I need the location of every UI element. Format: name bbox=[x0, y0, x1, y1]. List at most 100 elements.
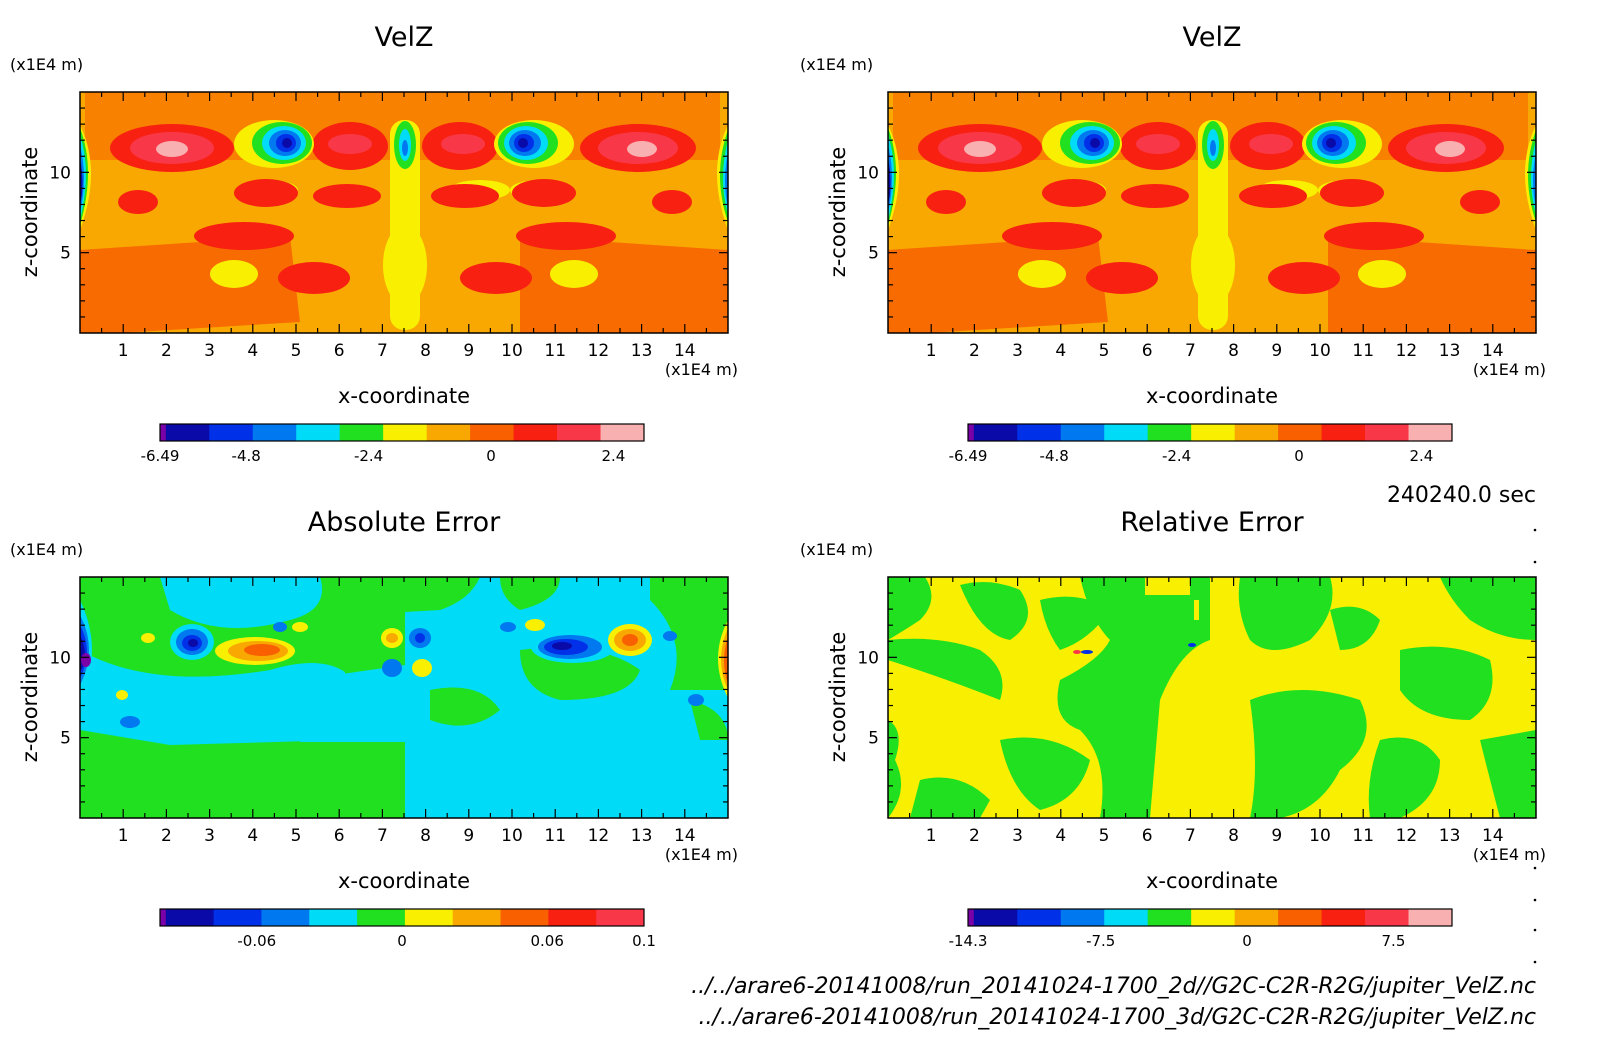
colorbar-tick-label: 0.1 bbox=[632, 932, 656, 950]
x-tick-label: 10 bbox=[1309, 826, 1331, 846]
x-tick-label: 2 bbox=[161, 341, 172, 361]
colorbar-tick-label: -7.5 bbox=[1086, 932, 1115, 950]
x-tick-label: 5 bbox=[291, 826, 302, 846]
x-tick-label: 4 bbox=[247, 341, 258, 361]
z-axis-label: z-coordinate bbox=[18, 147, 42, 278]
x-tick-label: 5 bbox=[291, 341, 302, 361]
colorbar-swatch bbox=[1147, 424, 1192, 441]
z-tick-label: 5 bbox=[60, 244, 71, 264]
x-tick-label: 6 bbox=[334, 826, 345, 846]
colorbar-swatch bbox=[600, 424, 645, 441]
x-tick-label: 10 bbox=[501, 341, 523, 361]
z-unit-label: (x1E4 m) bbox=[800, 55, 873, 74]
x-tick-label: 10 bbox=[1309, 341, 1331, 361]
colorbar-swatch bbox=[1060, 909, 1105, 926]
x-tick-label: 3 bbox=[204, 826, 215, 846]
colorbar-swatch bbox=[973, 424, 1018, 441]
colorbar-swatch bbox=[165, 424, 210, 441]
colorbar-swatch bbox=[1234, 909, 1279, 926]
z-tick-label: 10 bbox=[857, 163, 879, 183]
colorbar-frame bbox=[967, 908, 1453, 927]
x-tick-label: 12 bbox=[1396, 341, 1418, 361]
colorbar-tick-label: 2.4 bbox=[1409, 447, 1433, 465]
colorbar-swatch bbox=[513, 424, 558, 441]
colorbar-tick-label: 0 bbox=[1294, 447, 1304, 465]
colorbar-tick-label: -6.49 bbox=[949, 447, 988, 465]
x-axis-label: x-coordinate bbox=[338, 869, 470, 893]
colorbar-swatch bbox=[968, 424, 975, 441]
colorbar: -6.49 -4.8 -2.4 0 2.4 bbox=[949, 423, 1453, 465]
colorbar-tick-label: -2.4 bbox=[1162, 447, 1191, 465]
colorbar-swatch bbox=[426, 424, 471, 441]
x-tick-label: 2 bbox=[969, 341, 980, 361]
x-tick-label: 11 bbox=[1352, 826, 1374, 846]
colorbar-tick-label: -4.8 bbox=[1040, 447, 1069, 465]
panel-velz-3d: VelZ (x1E4 m) bbox=[800, 22, 1546, 465]
colorbar-swatch bbox=[339, 424, 384, 441]
z-tick-label: 5 bbox=[868, 244, 879, 264]
colorbar-swatch bbox=[548, 909, 597, 926]
x-tick-label: 13 bbox=[1439, 826, 1461, 846]
colorbar-swatch bbox=[261, 909, 310, 926]
x-tick-label: 7 bbox=[1185, 341, 1196, 361]
colorbar-swatch bbox=[309, 909, 358, 926]
colorbar-tick-label: 0 bbox=[1242, 932, 1252, 950]
colorbar-swatch bbox=[1408, 424, 1453, 441]
x-tick-label: 2 bbox=[969, 826, 980, 846]
x-tick-label: 13 bbox=[1439, 341, 1461, 361]
x-tick-label: 12 bbox=[588, 341, 610, 361]
x-tick-label: 5 bbox=[1099, 826, 1110, 846]
x-tick-label: 1 bbox=[926, 341, 937, 361]
x-tick-label: 9 bbox=[463, 826, 474, 846]
colorbar-swatch bbox=[1191, 424, 1236, 441]
x-axis-label: x-coordinate bbox=[1146, 384, 1278, 408]
z-axis-label: z-coordinate bbox=[826, 632, 850, 763]
colorbar-tick-label: -14.3 bbox=[949, 932, 988, 950]
x-tick-label: 12 bbox=[1396, 826, 1418, 846]
colorbar-tick-label: -2.4 bbox=[354, 447, 383, 465]
z-tick-label: 10 bbox=[49, 163, 71, 183]
x-tick-label: 6 bbox=[334, 341, 345, 361]
contour-field bbox=[888, 577, 1536, 818]
x-tick-label: 11 bbox=[544, 826, 566, 846]
colorbar-swatch bbox=[452, 909, 502, 926]
x-tick-label: 10 bbox=[501, 826, 523, 846]
contour-field bbox=[80, 92, 728, 333]
colorbar-swatch bbox=[213, 909, 262, 926]
colorbar-swatch bbox=[383, 424, 428, 441]
colorbar-swatch bbox=[1104, 424, 1149, 441]
colorbar-swatch bbox=[500, 909, 549, 926]
x-tick-label: 6 bbox=[1142, 341, 1153, 361]
x-unit-label: (x1E4 m) bbox=[665, 360, 738, 379]
z-unit-label: (x1E4 m) bbox=[800, 540, 873, 559]
x-tick-label: 9 bbox=[1271, 341, 1282, 361]
colorbar: -14.3 -7.5 0 7.5 bbox=[949, 908, 1453, 950]
colorbar-swatch bbox=[357, 909, 406, 926]
colorbar-swatch bbox=[973, 909, 1018, 926]
x-tick-label: 4 bbox=[1055, 341, 1066, 361]
colorbar-swatch bbox=[1321, 909, 1366, 926]
z-tick-label: 10 bbox=[49, 648, 71, 668]
colorbar-tick-label: 0 bbox=[486, 447, 496, 465]
x-tick-label: 14 bbox=[674, 341, 696, 361]
colorbar-tick-label: 0 bbox=[397, 932, 407, 950]
x-tick-label: 4 bbox=[247, 826, 258, 846]
z-unit-label: (x1E4 m) bbox=[10, 55, 83, 74]
contour-field bbox=[888, 92, 1536, 333]
colorbar-tick-label: -0.06 bbox=[237, 932, 276, 950]
panel-title: Absolute Error bbox=[308, 507, 501, 538]
x-tick-label: 6 bbox=[1142, 826, 1153, 846]
z-unit-label: (x1E4 m) bbox=[10, 540, 83, 559]
colorbar-swatch bbox=[252, 424, 297, 441]
colorbar-swatch bbox=[470, 424, 515, 441]
footer-path-3d: ../../arare6-20141008/run_20141024-1700_… bbox=[699, 1005, 1536, 1030]
x-tick-label: 2 bbox=[161, 826, 172, 846]
z-tick-label: 5 bbox=[868, 729, 879, 749]
z-tick-label: 5 bbox=[60, 729, 71, 749]
colorbar-tick-label: 0.06 bbox=[530, 932, 563, 950]
x-tick-label: 8 bbox=[1228, 826, 1239, 846]
colorbar-frame bbox=[159, 423, 645, 442]
colorbar-tick-label: -4.8 bbox=[232, 447, 261, 465]
